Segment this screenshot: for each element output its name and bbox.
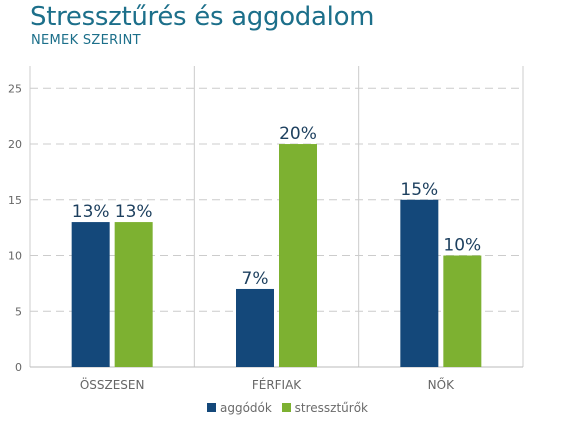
y-tick-label: 0 <box>15 361 22 374</box>
chart-subtitle: NEMEK SZERINT <box>31 33 141 48</box>
y-tick-label: 20 <box>8 138 22 151</box>
bar-stressturok <box>114 222 153 367</box>
bar-aggodok <box>400 199 439 367</box>
data-label: 7% <box>242 269 269 289</box>
legend: aggódók stressztűrők <box>0 401 575 415</box>
data-label: 10% <box>443 236 481 256</box>
y-tick-label: 15 <box>8 194 22 207</box>
legend-label-stressturok: stressztűrők <box>294 401 369 415</box>
y-tick-label: 25 <box>8 82 22 95</box>
legend-swatch-aggodok <box>206 403 216 412</box>
legend-label-aggodok: aggódók <box>219 401 272 415</box>
chart-title: Stressztűrés és aggodalom <box>30 2 375 32</box>
data-label: 20% <box>279 124 317 144</box>
data-label: 15% <box>400 180 438 200</box>
legend-swatch-stressturok <box>281 403 291 412</box>
legend-item-stressturok: stressztűrők <box>281 401 369 415</box>
bar-stressturok <box>279 144 317 367</box>
x-tick-label: ÖSSZESEN <box>80 376 145 392</box>
bar-aggodok <box>236 288 274 367</box>
data-label: 13% <box>115 202 153 222</box>
y-tick-label: 10 <box>8 250 22 263</box>
x-tick-label: FÉRFIAK <box>252 377 302 392</box>
legend-item-aggodok: aggódók <box>206 401 272 415</box>
y-tick-label: 5 <box>15 305 22 318</box>
data-label: 13% <box>72 202 110 222</box>
x-tick-label: NŐK <box>428 377 455 392</box>
bar-aggodok <box>71 222 110 367</box>
bar-stressturok <box>443 255 482 367</box>
